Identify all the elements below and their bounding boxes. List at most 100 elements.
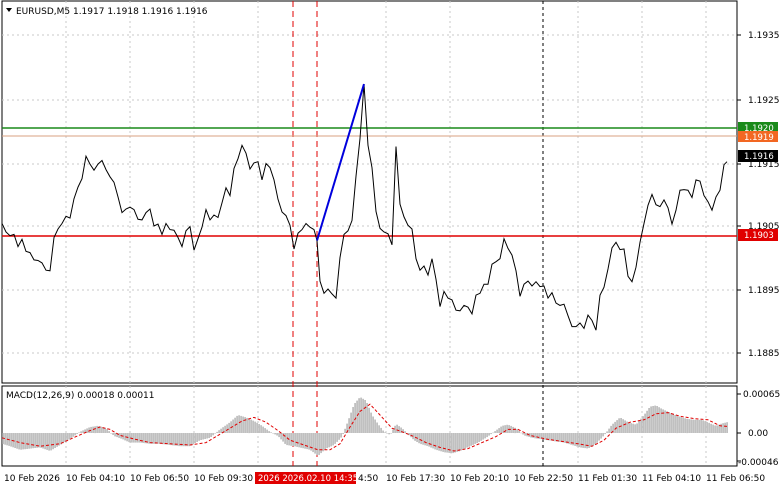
macd-bar — [440, 433, 442, 452]
price-axis: 1.1935 1.1925 1.1915 1.1905 1.1895 1.188… — [737, 31, 780, 359]
macd-bar — [154, 433, 156, 444]
macd-bar — [292, 433, 294, 447]
macd-bar — [12, 433, 14, 448]
macd-bar — [392, 429, 394, 433]
macd-bar — [144, 433, 146, 444]
macd-bar — [540, 433, 542, 440]
macd-bar — [442, 433, 444, 452]
macd-bar — [34, 433, 36, 448]
macd-axis: 0.00065 0.00 -0.00046 — [737, 390, 780, 468]
macd-bar — [296, 433, 298, 447]
macd-bar — [300, 433, 302, 448]
time-label: 10 Feb 04:10 — [66, 474, 125, 484]
price-tag-orange[interactable]: 1.1919 — [738, 131, 778, 143]
macd-bar — [280, 433, 282, 440]
macd-bar — [554, 433, 556, 442]
time-label: 10 Feb 2026 — [4, 474, 60, 484]
macd-bar — [590, 433, 592, 447]
macd-bar — [36, 433, 38, 448]
macd-bar — [462, 433, 464, 450]
time-label: 10 Feb 06:50 — [130, 474, 189, 484]
macd-bar — [552, 433, 554, 441]
macd-bar — [64, 433, 66, 442]
macd-bar — [704, 421, 706, 433]
macd-bar — [168, 433, 170, 445]
macd-bar — [148, 433, 150, 444]
macd-signal-line — [1, 403, 728, 452]
time-label: 10 Feb 20:10 — [450, 474, 509, 484]
macd-bar — [80, 431, 82, 433]
macd-bar — [46, 433, 48, 450]
macd-bar — [706, 422, 708, 433]
macd-bar — [656, 406, 658, 433]
macd-bar — [584, 433, 586, 449]
macd-bar — [602, 433, 604, 437]
macd-bar — [352, 407, 354, 433]
macd-bar — [476, 433, 478, 444]
macd-bar — [444, 433, 446, 453]
macd-bar — [662, 409, 664, 433]
macd-bar — [116, 433, 118, 438]
macd-bar — [252, 420, 254, 433]
macd-bar — [390, 433, 392, 434]
macd-bar — [482, 433, 484, 440]
price-tag-current[interactable]: 1.1916 — [738, 150, 778, 162]
macd-bar — [346, 423, 348, 433]
price-tick: 1.1915 — [748, 160, 780, 170]
macd-bar — [408, 433, 410, 436]
macd-bar — [336, 433, 338, 442]
macd-bar — [516, 429, 518, 433]
macd-bar — [648, 408, 650, 433]
macd-bar — [310, 433, 312, 451]
macd-bar — [304, 433, 306, 449]
price-tag-red[interactable]: 1.1903 — [738, 229, 778, 241]
macd-bar — [72, 433, 74, 437]
macd-bar — [262, 426, 264, 433]
macd-bar — [200, 433, 202, 440]
macd-bar — [676, 415, 678, 434]
macd-bar — [146, 433, 148, 444]
macd-bar — [474, 433, 476, 444]
macd-bar — [94, 426, 96, 434]
macd-bar — [272, 433, 274, 434]
macd-bar — [326, 433, 328, 449]
macd-bar — [414, 433, 416, 441]
macd-bar — [426, 433, 428, 446]
macd-bar — [10, 433, 12, 447]
macd-bar — [496, 429, 498, 433]
macd-bar — [286, 433, 288, 446]
macd-bar — [464, 433, 466, 449]
macd-bar — [386, 433, 388, 434]
macd-bar — [360, 397, 362, 433]
macd-bar — [562, 433, 564, 443]
macd-bar — [50, 433, 52, 451]
macd-bar — [580, 433, 582, 448]
macd-bar — [206, 433, 208, 439]
dropdown-triangle-icon[interactable] — [6, 8, 12, 12]
macd-bar — [424, 433, 426, 446]
macd-bar — [152, 433, 154, 444]
macd-bar — [208, 433, 210, 438]
svg-text:1.1916: 1.1916 — [744, 152, 774, 162]
macd-bar — [274, 433, 276, 435]
macd-bar — [16, 433, 18, 449]
time-label: 10 Feb 17:30 — [386, 474, 445, 484]
macd-bar — [38, 433, 40, 448]
macd-bar — [362, 398, 364, 433]
macd-bar — [380, 427, 382, 433]
macd-bar — [198, 433, 200, 441]
svg-text:1.1903: 1.1903 — [744, 231, 774, 241]
macd-bar — [174, 433, 176, 446]
macd-bar — [76, 433, 78, 434]
macd-bar — [250, 419, 252, 433]
trend-line[interactable] — [316, 83, 365, 241]
macd-bar — [720, 423, 722, 433]
macd-bar — [478, 433, 480, 442]
macd-bar — [684, 418, 686, 433]
macd-bar — [232, 419, 234, 433]
macd-bar — [18, 433, 20, 450]
price-tick: 1.1925 — [748, 96, 780, 106]
macd-bar — [722, 423, 724, 433]
macd-bar — [368, 407, 370, 433]
